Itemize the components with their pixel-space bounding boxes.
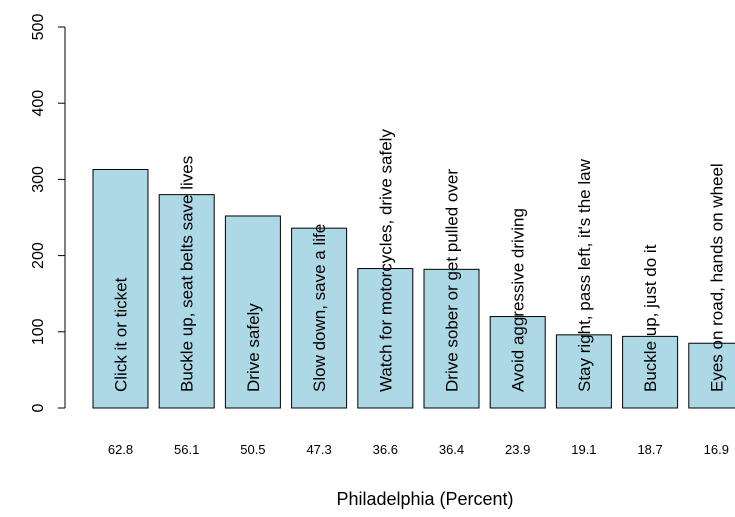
bar-label: Watch for motorcycles, drive safely: [376, 129, 395, 392]
y-tick-label: 500: [30, 14, 47, 41]
x-axis-title: Philadelphia (Percent): [336, 489, 513, 509]
bar: [357, 268, 414, 409]
y-tick-label: 100: [30, 318, 47, 345]
bar: [92, 168, 149, 409]
category-label: 36.4: [439, 442, 464, 457]
bar: [291, 227, 348, 409]
y-axis: 0 100 200 300 400 500: [30, 14, 66, 412]
bar: [688, 342, 735, 409]
bar-label: Eyes on road, hands on wheel: [707, 163, 726, 392]
bar-label: Drive sober or get pulled over: [443, 169, 462, 392]
y-tick-label: 300: [30, 166, 47, 193]
bar: [224, 215, 281, 409]
bar-label: Stay right, pass left, it's the law: [575, 158, 594, 392]
bar-label: Buckle up, seat belts save lives: [178, 156, 197, 392]
bar-label: Drive safely: [244, 303, 263, 392]
category-label: 36.6: [373, 442, 398, 457]
bar-label: Buckle up, just do it: [641, 244, 660, 392]
bar-label: Click it or ticket: [112, 277, 131, 392]
bar-labels: Click it or ticket Buckle up, seat belts …: [112, 129, 727, 392]
bars: [92, 168, 735, 409]
bar: [622, 335, 679, 409]
bar-label: Avoid aggressive driving: [509, 208, 528, 392]
y-tick-label: 200: [30, 242, 47, 269]
y-tick-label: 0: [30, 403, 47, 412]
category-label: 18.7: [637, 442, 662, 457]
category-label: 16.9: [704, 442, 729, 457]
bar: [555, 334, 612, 409]
bar: [158, 194, 215, 409]
bar: [489, 316, 546, 409]
bar: [423, 268, 480, 409]
category-label: 19.1: [571, 442, 596, 457]
category-label: 50.5: [240, 442, 265, 457]
category-label: 56.1: [174, 442, 199, 457]
category-labels: 62.8 56.1 50.5 47.3 36.6 36.4 23.9 19.1 18.7 16.9: [108, 442, 729, 457]
bar-label: Slow down, save a life: [310, 224, 329, 392]
category-label: 62.8: [108, 442, 133, 457]
category-label: 47.3: [306, 442, 331, 457]
category-label: 23.9: [505, 442, 530, 457]
y-tick-label: 400: [30, 90, 47, 117]
